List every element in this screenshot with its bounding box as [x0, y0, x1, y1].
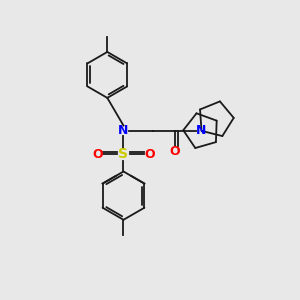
Text: N: N: [196, 124, 207, 137]
Text: O: O: [92, 148, 103, 161]
Text: O: O: [144, 148, 155, 161]
Text: N: N: [118, 124, 129, 137]
Text: O: O: [170, 145, 180, 158]
Text: S: S: [118, 147, 128, 161]
